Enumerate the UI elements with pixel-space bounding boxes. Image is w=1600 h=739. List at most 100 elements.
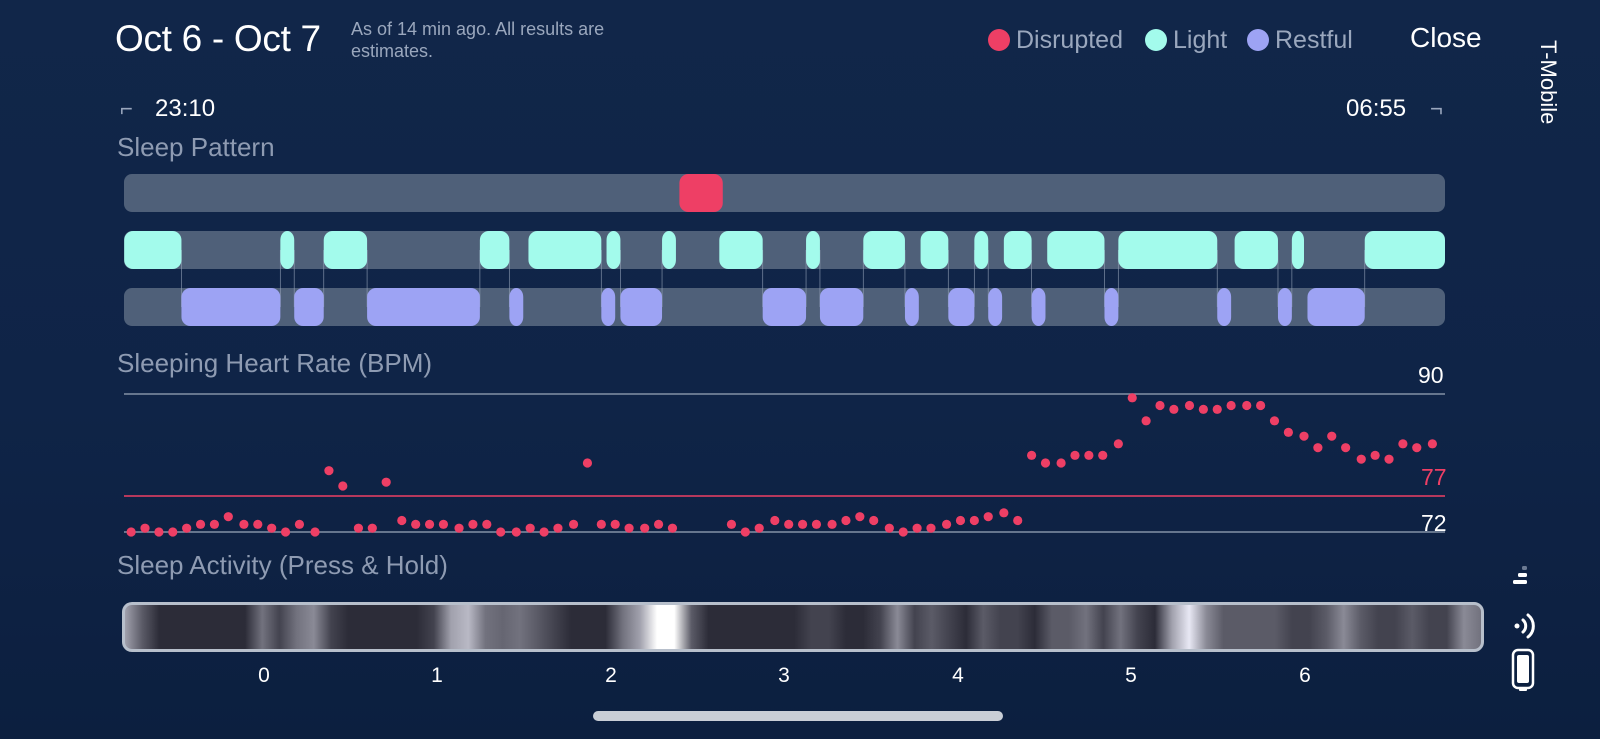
heart-rate-point — [553, 523, 563, 533]
light-segment — [606, 231, 621, 269]
restful-segment — [904, 288, 919, 326]
restful-segment — [948, 288, 975, 326]
heart-rate-point — [1313, 443, 1323, 453]
heart-rate-point — [1370, 450, 1380, 460]
heart-rate-point — [1226, 400, 1236, 411]
heart-rate-point — [525, 523, 535, 533]
light-segment — [1118, 231, 1218, 269]
heart-rate-point — [1356, 454, 1366, 464]
heart-rate-point — [999, 508, 1009, 518]
heart-rate-point — [941, 519, 952, 529]
close-button[interactable]: Close — [1410, 22, 1482, 53]
sleep-pattern-title: Sleep Pattern — [117, 132, 275, 162]
light-segment — [920, 231, 949, 269]
heart-rate-point — [397, 515, 407, 526]
heart-rate-point — [253, 519, 263, 529]
heart-rate-point — [438, 519, 449, 529]
start-bracket-icon: ⌐ — [120, 96, 133, 121]
restful-segment — [988, 288, 1003, 326]
heart-rate-point — [568, 519, 579, 529]
light-segment — [1047, 231, 1105, 269]
light-segment — [1364, 231, 1445, 269]
light-segment — [323, 231, 368, 269]
light-segment — [124, 231, 182, 269]
restful-segment — [620, 288, 663, 326]
heart-rate-point — [324, 466, 334, 476]
heart-rate-title: Sleeping Heart Rate (BPM) — [117, 348, 433, 378]
restful-segment — [819, 288, 864, 326]
restful-segment — [762, 288, 807, 326]
heart-rate-point — [667, 523, 678, 533]
light-segment — [1003, 231, 1032, 269]
legend-disrupted-label: Disrupted — [1016, 25, 1123, 54]
heart-rate-point — [1184, 400, 1195, 411]
disrupted-track — [124, 174, 1445, 212]
heart-rate-point — [424, 519, 435, 529]
heart-rate-point — [381, 477, 391, 487]
heart-rate-point — [1242, 400, 1252, 411]
heart-rate-point — [1384, 454, 1394, 464]
heart-rate-point — [1084, 450, 1094, 460]
heart-rate-point — [140, 523, 150, 533]
light-segment — [1291, 231, 1304, 269]
heart-rate-point — [1341, 443, 1351, 453]
heart-rate-point — [1283, 427, 1293, 437]
x-tick-5: 5 — [1125, 664, 1137, 687]
heart-rate-point — [496, 527, 506, 537]
heart-rate-point — [1398, 439, 1408, 449]
heart-rate-point — [1412, 443, 1422, 453]
sleep-pattern-segments — [124, 174, 1445, 326]
heart-rate-point — [884, 523, 894, 533]
end-bracket-icon: ¬ — [1430, 96, 1443, 121]
heart-rate-point — [610, 519, 620, 529]
heart-rate-point — [1127, 393, 1137, 403]
heart-rate-point — [223, 512, 233, 522]
heart-rate-point — [797, 519, 808, 529]
heart-rate-point — [1198, 404, 1208, 414]
heart-rate-point — [1113, 439, 1123, 449]
heart-rate-point — [582, 458, 593, 468]
light-segment — [662, 231, 676, 269]
x-tick-2: 2 — [605, 664, 617, 687]
restful-segment — [1277, 288, 1292, 326]
legend-light: Light — [1145, 24, 1227, 56]
heart-rate-point — [1098, 450, 1108, 460]
x-tick-3: 3 — [778, 664, 790, 687]
heart-rate-point — [126, 527, 136, 537]
x-tick-1: 1 — [431, 664, 443, 687]
legend-restful: Restful — [1247, 24, 1353, 56]
hr-min-label: 72 — [1421, 510, 1447, 536]
heart-rate-point — [1427, 439, 1437, 449]
light-segment — [719, 231, 763, 269]
x-tick-6: 6 — [1299, 664, 1311, 687]
heart-rate-point — [1212, 404, 1222, 414]
hr-average-label: 77 — [1421, 464, 1447, 490]
heart-rate-point — [338, 481, 348, 491]
light-segment — [806, 231, 820, 269]
light-segment — [863, 231, 905, 269]
sleep-activity-title: Sleep Activity (Press & Hold) — [117, 550, 448, 580]
heart-rate-point — [1013, 515, 1023, 526]
heart-rate-point — [209, 519, 220, 529]
light-segment — [974, 231, 989, 269]
heart-rate-point — [841, 515, 851, 526]
end-time: 06:55 — [1346, 95, 1407, 122]
heart-rate-point — [653, 519, 664, 529]
restful-segment — [1104, 288, 1119, 326]
restful-segment — [294, 288, 324, 326]
heart-rate-point — [770, 515, 780, 526]
light-segment — [479, 231, 510, 269]
heart-rate-point — [1299, 431, 1309, 441]
heart-rate-point — [1141, 416, 1151, 426]
heart-rate-point — [1040, 458, 1051, 468]
carrier-label: T-Mobile — [1536, 40, 1561, 125]
heart-rate-points — [126, 393, 1437, 537]
heart-rate-point — [596, 519, 606, 529]
home-indicator[interactable] — [593, 711, 1003, 721]
heart-rate-point — [367, 523, 377, 533]
heart-rate-point — [827, 519, 837, 529]
heart-rate-point — [511, 527, 521, 537]
light-segment — [1234, 231, 1278, 269]
sleep-activity-strip[interactable] — [122, 602, 1484, 652]
light-dot-icon — [1145, 29, 1167, 51]
